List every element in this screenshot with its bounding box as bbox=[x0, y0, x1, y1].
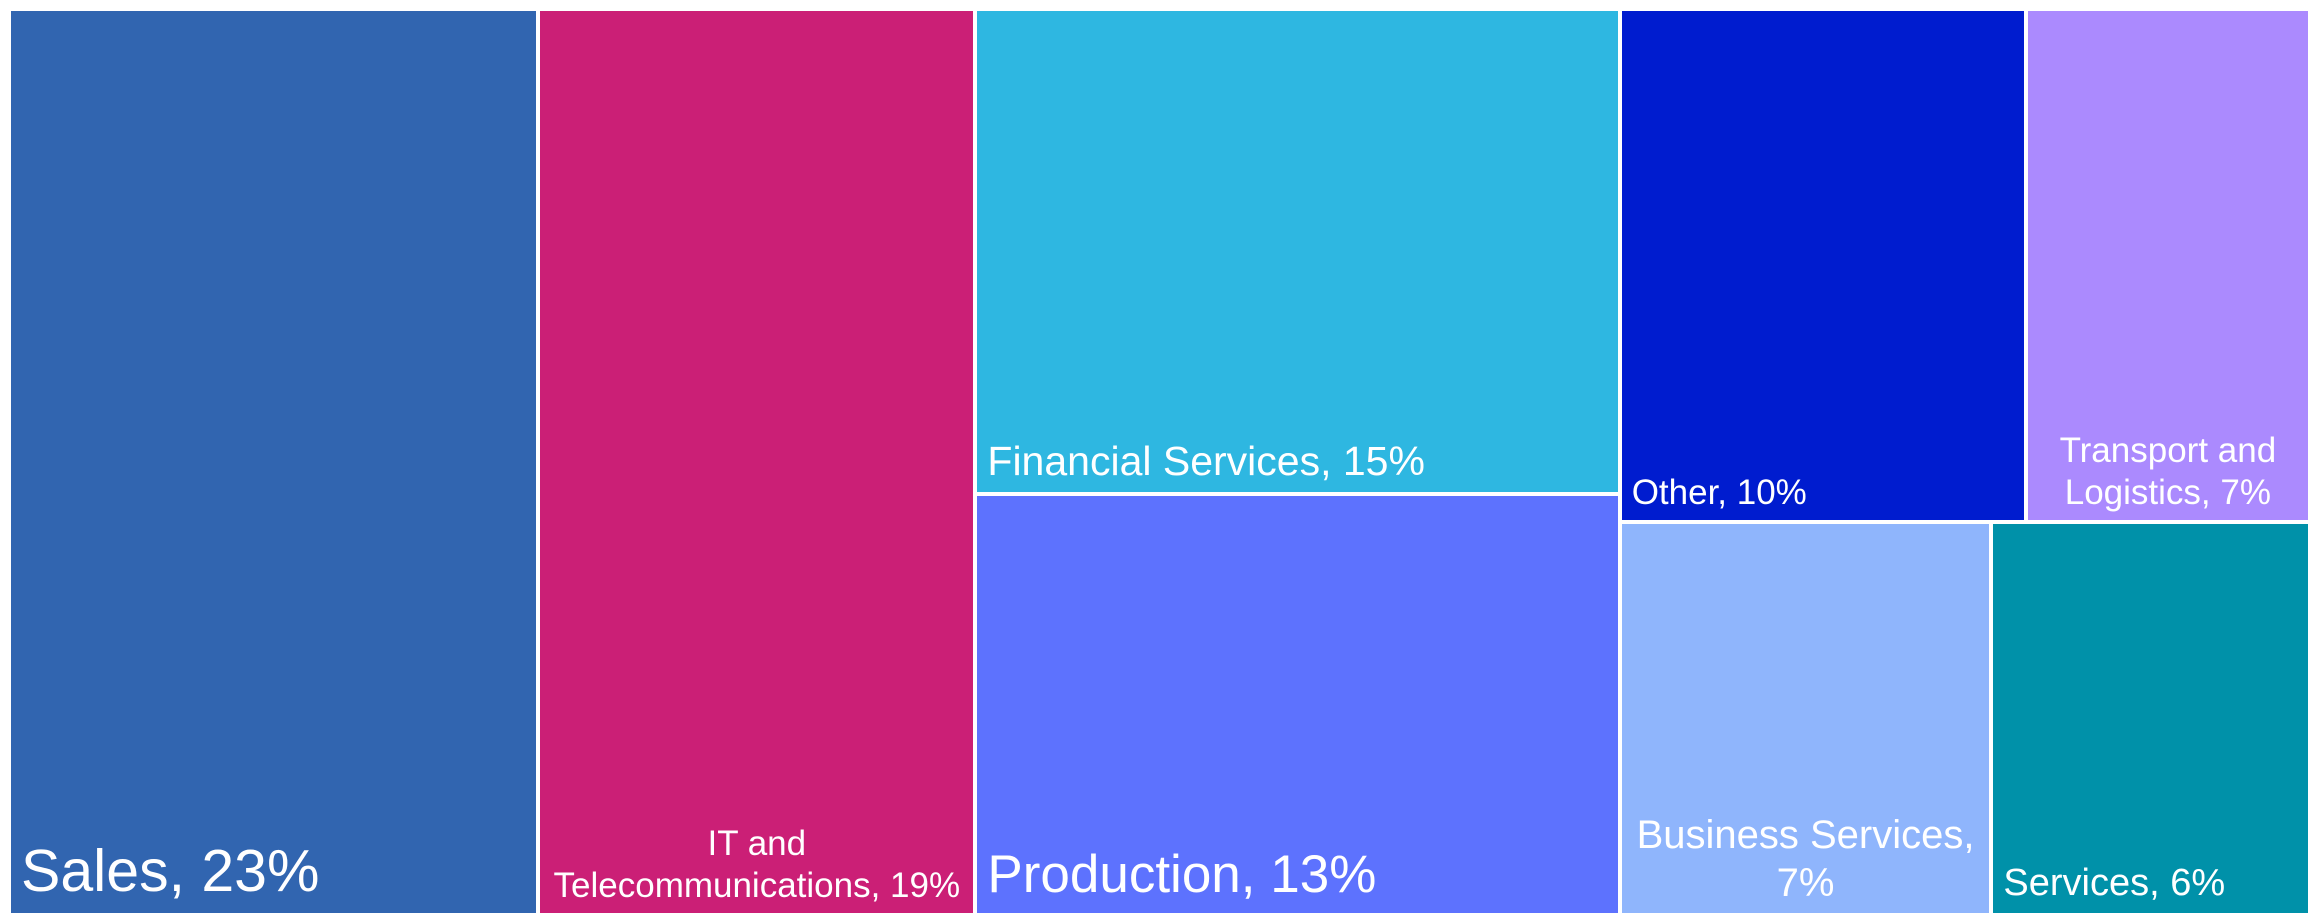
tile-label: Transport and Logistics, 7% bbox=[2059, 431, 2277, 513]
tile-label: Financial Services, 15% bbox=[987, 438, 1425, 485]
tile: Financial Services, 15% bbox=[975, 9, 1620, 495]
tile-label: Sales, 23% bbox=[21, 838, 320, 905]
tile: Business Services, 7% bbox=[1619, 522, 1992, 915]
tile: Services, 6% bbox=[1991, 522, 2310, 915]
tile-label: Other, 10% bbox=[1631, 473, 1807, 513]
tile-label: IT and Telecommunications, 19% bbox=[553, 824, 961, 905]
tile: Other, 10% bbox=[1619, 9, 2026, 523]
tile-label: Services, 6% bbox=[2003, 862, 2226, 905]
tile-label: Production, 13% bbox=[987, 845, 1377, 905]
tile: IT and Telecommunications, 19% bbox=[538, 9, 976, 915]
treemap: Sales, 23% IT and Telecommunications, 19%… bbox=[9, 9, 2310, 915]
tile-label: Business Services, 7% bbox=[1636, 812, 1975, 905]
tile: Sales, 23% bbox=[9, 9, 539, 915]
tile: Production, 13% bbox=[975, 494, 1620, 915]
tile: Transport and Logistics, 7% bbox=[2025, 9, 2310, 523]
